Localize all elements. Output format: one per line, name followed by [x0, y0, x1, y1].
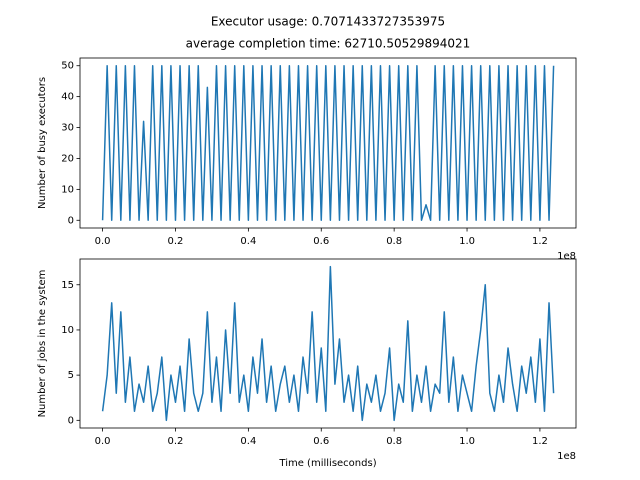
axes-frame	[79, 258, 577, 429]
chart-title: Executor usage: 0.7071433727353975	[211, 15, 445, 29]
x-tick-label: 0.2	[168, 436, 184, 447]
x-tick-label: 1.0	[459, 436, 475, 447]
x-tick-label: 0.6	[313, 236, 329, 247]
y-tick-label: 0	[68, 215, 74, 226]
x-tick-label: 0.2	[168, 236, 184, 247]
y-tick-label: 0	[68, 415, 74, 426]
x-tick-label: 0.0	[95, 236, 111, 247]
x-tick-label: 1.2	[532, 436, 548, 447]
x-tick-label: 0.4	[240, 236, 256, 247]
chart-subtitle: average completion time: 62710.505298940…	[186, 37, 471, 51]
y-tick-label: 50	[61, 61, 74, 72]
x-tick-label: 0.0	[95, 436, 111, 447]
x-offset-label: 1e8	[557, 451, 576, 462]
x-axis-label: Time (milliseconds)	[278, 458, 376, 469]
x-tick-label: 0.4	[240, 436, 256, 447]
y-tick-label: 20	[61, 153, 74, 164]
y-tick-label: 15	[61, 280, 74, 291]
x-offset-label: 1e8	[557, 251, 576, 262]
axes-frame	[79, 57, 577, 229]
y-tick-label: 10	[61, 184, 74, 195]
y-axis-label: Number of jobs in the system	[37, 270, 48, 418]
y-tick-label: 5	[68, 370, 74, 381]
data-line	[101, 265, 555, 422]
y-tick-label: 40	[61, 92, 74, 103]
y-axis-label: Number of busy executors	[37, 77, 48, 209]
x-tick-label: 0.8	[386, 236, 402, 247]
x-tick-label: 0.8	[386, 436, 402, 447]
x-tick-label: 0.6	[313, 436, 329, 447]
y-tick-label: 10	[61, 325, 74, 336]
y-tick-label: 30	[61, 123, 74, 134]
data-line	[101, 64, 555, 222]
x-tick-label: 1.0	[459, 236, 475, 247]
x-tick-label: 1.2	[532, 236, 548, 247]
